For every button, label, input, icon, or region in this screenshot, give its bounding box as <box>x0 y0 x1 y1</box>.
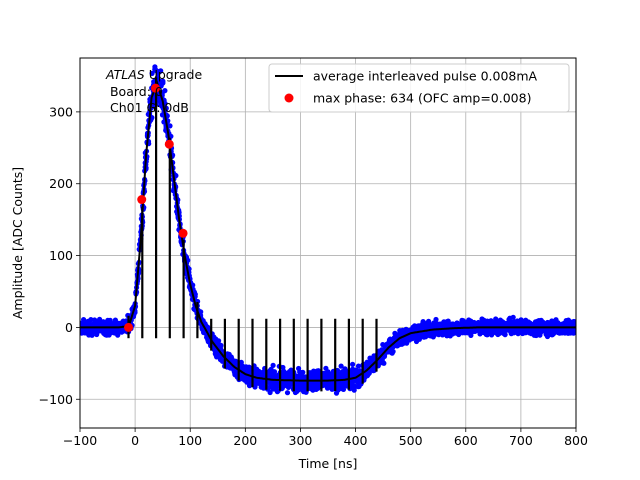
sample-point <box>390 348 396 355</box>
axis-ticks: −100 0 100 200 300 400 500 600 700 800 −100 0 100 200… <box>39 104 588 448</box>
sample-point <box>433 316 439 323</box>
sample-point <box>162 88 168 94</box>
plot-frame <box>79 57 577 429</box>
sample-point <box>270 362 276 368</box>
sample-point <box>158 68 164 74</box>
atlas-annotation-line2: Board: 0 <box>106 84 163 99</box>
x-tick-label: 500 <box>399 433 423 448</box>
legend-box <box>268 63 570 113</box>
x-tick-label: −100 <box>63 433 97 448</box>
atlas-annotation-line1: ATLAS Upgrade <box>105 67 202 82</box>
x-tick-label: 100 <box>178 433 202 448</box>
legend-entry-average-pulse: average interleaved pulse 0.008mA <box>313 69 538 84</box>
x-tick-label: 600 <box>454 433 478 448</box>
sample-point <box>355 363 362 369</box>
x-tick-label: 400 <box>344 433 368 448</box>
max-phase-point <box>178 228 188 238</box>
average-pulse-line <box>80 80 576 382</box>
sample-point <box>167 123 173 129</box>
max-phase-point <box>151 83 161 93</box>
y-tick-label: 200 <box>49 176 73 191</box>
y-tick-label: 0 <box>65 320 73 335</box>
legend-marker-swatch <box>284 93 294 103</box>
sample-point <box>510 314 516 320</box>
sample-point <box>218 342 224 348</box>
sample-point <box>149 70 155 76</box>
sample-point <box>502 332 508 338</box>
max-phase-point <box>164 139 174 149</box>
legend-entry-max-phase: max phase: 634 (OFC amp=0.008) <box>313 91 531 106</box>
y-axis-label: Amplitude [ADC Counts] <box>10 167 25 319</box>
sample-point <box>267 389 273 396</box>
legend: average interleaved pulse 0.008mA max ph… <box>268 63 570 113</box>
sample-point <box>340 386 347 392</box>
sample-point <box>350 361 356 367</box>
y-tick-label: −100 <box>39 392 73 407</box>
x-tick-label: 0 <box>131 433 139 448</box>
max-phase-point <box>123 322 133 332</box>
x-tick-label: 300 <box>289 433 313 448</box>
sample-point <box>160 78 166 84</box>
atlas-annotation-line3: Ch01 G: 0dB <box>106 100 189 115</box>
max-phase-point <box>137 195 147 205</box>
sample-point <box>284 390 291 396</box>
y-tick-label: 300 <box>49 104 73 119</box>
y-tick-label: 100 <box>49 248 73 263</box>
max-phase-points <box>123 83 188 332</box>
sample-point <box>571 319 576 325</box>
data-layer <box>80 64 576 396</box>
atlas-upgrade-label: Upgrade <box>145 67 203 82</box>
x-tick-label: 200 <box>233 433 257 448</box>
interleave-spikes <box>127 77 378 392</box>
sample-point <box>338 363 344 369</box>
atlas-italic-label: ATLAS <box>105 67 145 82</box>
sample-point <box>381 360 387 366</box>
sample-point <box>198 309 204 315</box>
sample-point <box>271 369 278 375</box>
x-axis-label: Time [ns] <box>298 456 358 471</box>
sample-point <box>216 338 222 344</box>
x-tick-label: 700 <box>509 433 533 448</box>
x-tick-label: 800 <box>564 433 588 448</box>
sample-point <box>300 369 306 375</box>
